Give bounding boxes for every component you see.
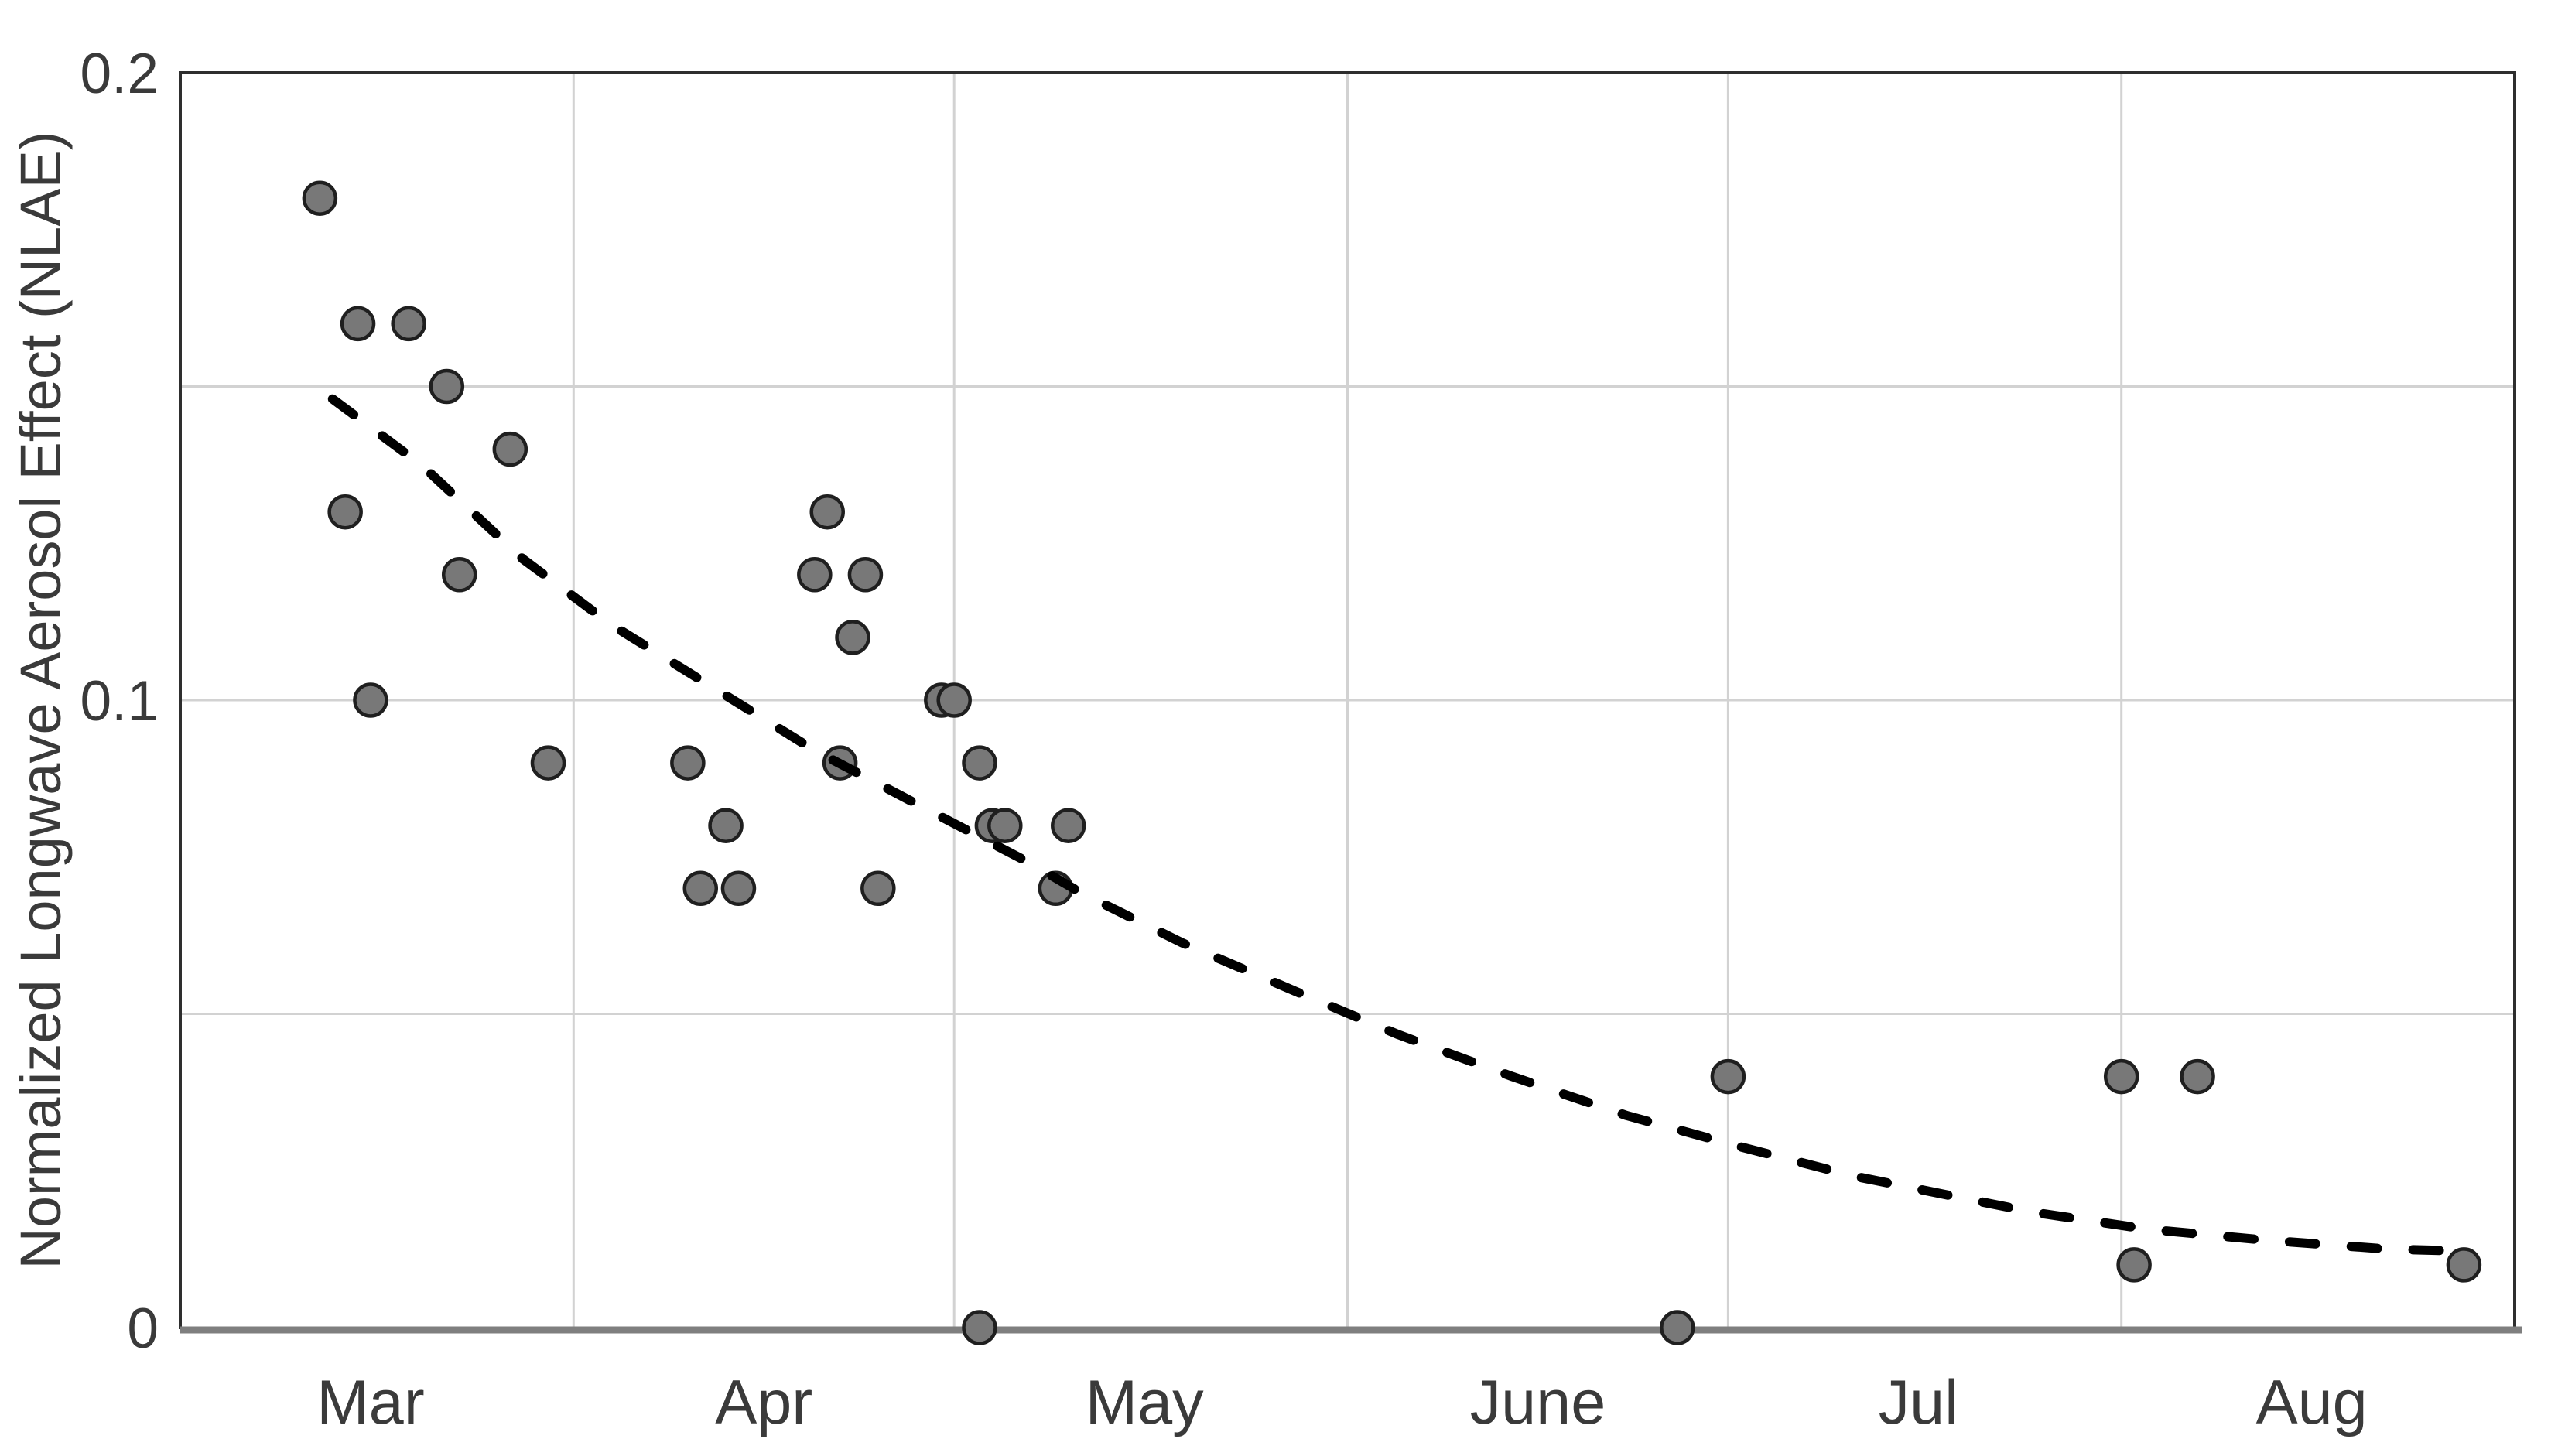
x-tick-label: Jul: [1879, 1368, 1959, 1437]
y-axis-title: Normalized Longwave Aerosol Effect (NLAE…: [9, 131, 73, 1269]
data-point: [340, 306, 376, 342]
data-point: [2446, 1247, 2482, 1283]
axis-labels-layer: Normalized Longwave Aerosol Effect (NLAE…: [9, 43, 2368, 1437]
data-point: [441, 557, 477, 593]
data-point: [670, 745, 706, 781]
data-point: [962, 745, 997, 781]
axis-frame-layer: [179, 71, 2522, 1334]
data-point: [302, 180, 338, 216]
data-point: [682, 870, 719, 907]
data-point: [797, 557, 833, 593]
y-tick-label: 0: [127, 1297, 159, 1360]
data-point: [847, 557, 884, 593]
grid-layer: [180, 73, 2515, 1328]
trend-line: [327, 394, 2469, 1256]
data-point: [987, 808, 1023, 843]
data-point: [2116, 1247, 2152, 1283]
y-tick-label: 0.2: [80, 43, 159, 105]
data-point: [936, 682, 972, 718]
data-point: [530, 745, 566, 781]
data-point: [1051, 808, 1086, 843]
data-point: [835, 620, 870, 655]
x-tick-label: Aug: [2256, 1368, 2368, 1437]
trend-line-layer: [327, 394, 2469, 1256]
data-point: [391, 306, 426, 342]
x-tick-label: Apr: [715, 1368, 812, 1437]
scatter-points-layer: [302, 180, 2482, 1345]
data-point: [1710, 1058, 1746, 1095]
data-point: [429, 368, 465, 405]
data-point: [492, 431, 528, 467]
data-point: [327, 494, 363, 530]
data-point: [860, 870, 896, 907]
data-point: [708, 808, 744, 843]
data-point: [962, 1310, 997, 1345]
x-tick-label: June: [1470, 1368, 1606, 1437]
x-tick-label: May: [1086, 1368, 1205, 1437]
data-point: [2103, 1058, 2139, 1095]
data-point: [809, 494, 845, 530]
data-point: [353, 682, 388, 718]
y-tick-label: 0.1: [80, 670, 159, 733]
x-tick-label: Mar: [316, 1368, 425, 1437]
data-point: [1660, 1310, 1695, 1345]
data-point: [2180, 1058, 2215, 1095]
data-point: [720, 870, 757, 907]
